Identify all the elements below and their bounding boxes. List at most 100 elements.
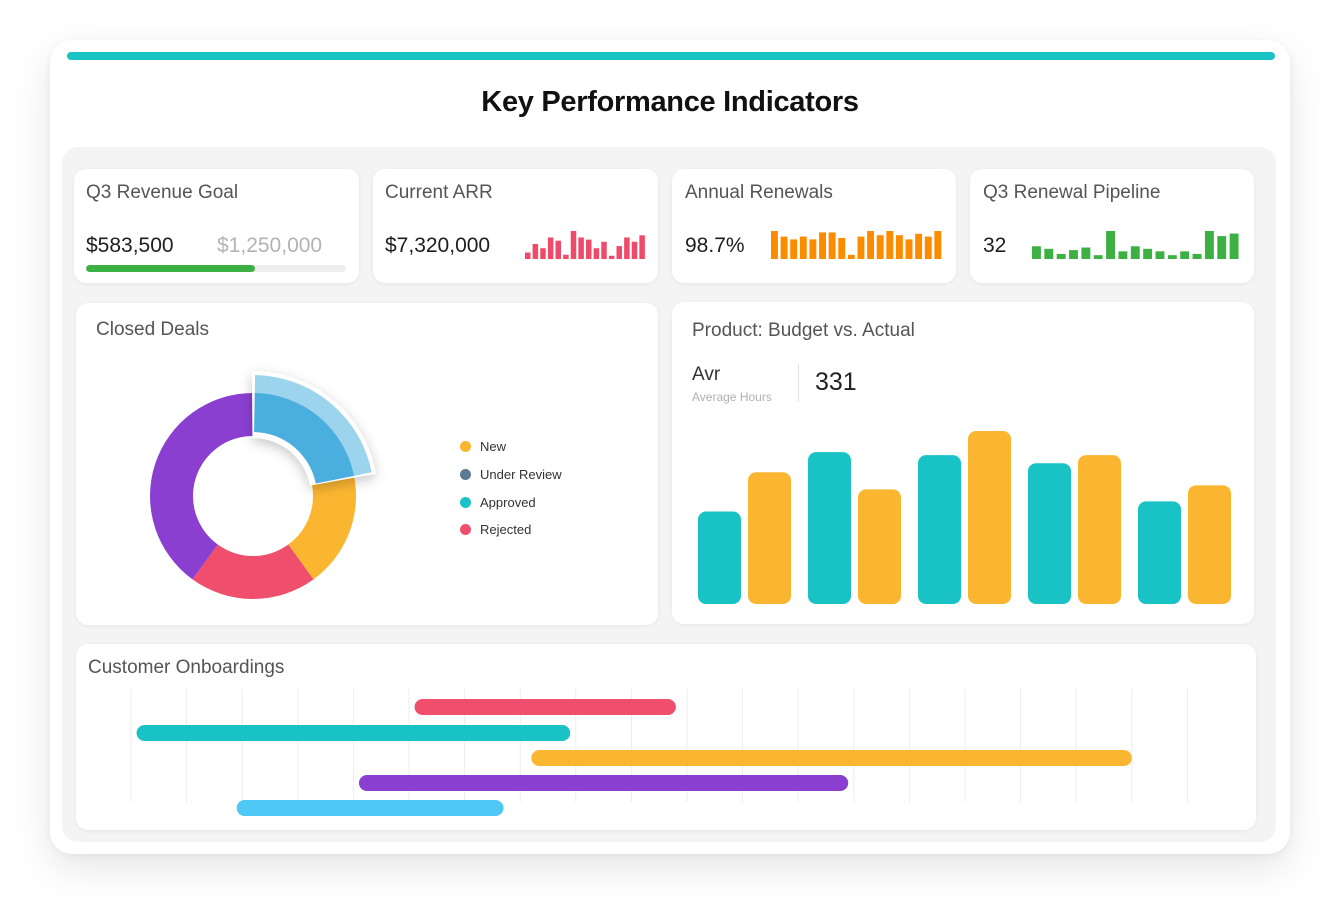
sparkline-pipeline xyxy=(1032,231,1239,259)
sparkline-bar xyxy=(1167,255,1177,259)
progress-track xyxy=(86,265,346,272)
donut-slice-yellow[interactable] xyxy=(288,476,356,580)
legend-dot xyxy=(460,440,471,452)
card-title: Closed Deals xyxy=(96,319,209,340)
bar-actual[interactable] xyxy=(858,489,901,604)
sparkline-bar xyxy=(838,238,846,259)
sparkline-bar xyxy=(540,248,546,259)
card-title: Product: Budget vs. Actual xyxy=(692,320,915,341)
onboardings-card: Customer Onboardings xyxy=(76,644,1256,830)
sparkline-bar xyxy=(934,231,942,259)
sparkline-bar xyxy=(1204,231,1214,259)
sparkline-bar xyxy=(905,239,913,259)
card-title: Customer Onboardings xyxy=(88,657,285,678)
legend-dot xyxy=(460,468,471,480)
bar-budget[interactable] xyxy=(918,455,961,604)
sparkline-bar xyxy=(1032,246,1041,259)
kpi-value: $583,500 xyxy=(86,234,174,257)
sparkline-bar xyxy=(1118,251,1128,259)
donut-slice-blue[interactable] xyxy=(254,393,355,484)
sparkline-bar xyxy=(895,235,903,259)
sparkline-bar xyxy=(639,235,645,259)
kpi-value: 98.7% xyxy=(685,234,745,257)
sparkline-bar xyxy=(867,231,875,259)
legend-label: Under Review xyxy=(480,466,562,482)
sparkline-bar xyxy=(1180,251,1190,259)
legend-item-rejected[interactable]: Rejected xyxy=(460,519,531,539)
donut-chart[interactable] xyxy=(76,303,658,625)
legend-label: Rejected xyxy=(480,521,532,537)
sparkline-bar xyxy=(1069,250,1078,259)
bar-budget[interactable] xyxy=(698,511,741,604)
legend-item-approved[interactable]: Approved xyxy=(460,492,536,512)
kpi-title: Q3 Revenue Goal xyxy=(86,182,239,203)
kpi-card-current-arr[interactable]: Current ARR $7,320,000 xyxy=(373,169,658,283)
sparkline-bar xyxy=(876,235,884,259)
progress-fill xyxy=(86,265,255,272)
sparkline-bar xyxy=(631,241,638,259)
sparkline-bar xyxy=(828,232,836,259)
gantt-chart[interactable] xyxy=(76,644,1256,830)
sparkline-bar xyxy=(819,232,826,259)
sparkline-bar xyxy=(1106,231,1116,259)
sparkline-bar xyxy=(1217,236,1227,259)
bar-actual[interactable] xyxy=(1188,485,1231,604)
sparkline-bar xyxy=(1044,248,1054,259)
sparkline-bar xyxy=(578,237,584,259)
accent-bar xyxy=(67,52,1275,60)
bar-budget[interactable] xyxy=(1138,501,1181,604)
sparkline-bar xyxy=(608,255,615,259)
sparkline-renewals xyxy=(771,231,942,259)
sparkline-bar xyxy=(809,239,817,259)
sparkline-bar xyxy=(1093,255,1103,259)
sparkline-bar xyxy=(616,246,622,259)
sparkline-bar xyxy=(1192,253,1202,259)
page-title: Key Performance Indicators xyxy=(481,86,859,118)
avr-value: 331 xyxy=(815,368,857,396)
kpi-value: $7,320,000 xyxy=(385,234,491,257)
donut-slice-purple[interactable] xyxy=(150,393,253,580)
kpi-card-annual-renewals[interactable]: Annual Renewals 98.7% xyxy=(672,169,956,283)
kpi-card-renewal-pipeline[interactable]: Q3 Renewal Pipeline 32 xyxy=(970,169,1254,283)
kpi-value: 32 xyxy=(983,234,1007,257)
sparkline-bar xyxy=(1056,253,1066,259)
legend-label: Approved xyxy=(480,494,536,510)
kpi-title: Annual Renewals xyxy=(685,182,833,203)
kpi-card-revenue-goal[interactable]: Q3 Revenue Goal $583,500 $1,250,000 xyxy=(74,169,359,283)
sparkline-bar xyxy=(847,254,855,259)
legend-item-under-review[interactable]: Under Review xyxy=(460,464,562,484)
legend-item-new[interactable]: New xyxy=(460,436,506,456)
sparkline-bar xyxy=(1229,233,1239,259)
sparkline-bar xyxy=(1081,247,1091,259)
sparkline-bar xyxy=(771,231,778,259)
bar-actual[interactable] xyxy=(968,431,1011,604)
bar-actual[interactable] xyxy=(748,472,791,604)
sparkline-bar xyxy=(601,241,607,259)
bar-budget[interactable] xyxy=(808,452,851,604)
budget-vs-actual-card: Product: Budget vs. Actual Avr Average H… xyxy=(672,302,1254,624)
avr-label: Avr xyxy=(692,364,721,385)
dashboard-canvas: Q3 Revenue Goal $583,500 $1,250,000 Curr… xyxy=(62,147,1276,842)
bar-budget[interactable] xyxy=(1028,463,1071,604)
sparkline-bar xyxy=(570,231,577,259)
sparkline-bar xyxy=(563,254,569,259)
sparkline-arr xyxy=(525,231,645,259)
closed-deals-card: Closed Deals New Under Review Approved R… xyxy=(76,303,658,625)
sparkline-bar xyxy=(857,236,865,259)
sparkline-bar xyxy=(799,236,807,259)
kpi-title: Q3 Renewal Pipeline xyxy=(983,182,1161,203)
sparkline-bar xyxy=(1143,248,1153,259)
sparkline-bar xyxy=(624,237,630,259)
sparkline-bar xyxy=(525,252,531,259)
sparkline-bar xyxy=(593,248,600,259)
legend-dot xyxy=(460,496,471,508)
sparkline-bar xyxy=(1130,246,1140,259)
sparkline-bar xyxy=(915,233,923,259)
dashboard-window: Key Performance Indicators Q3 Revenue Go… xyxy=(50,40,1290,854)
kpi-target: $1,250,000 xyxy=(217,234,323,257)
donut-slice-red[interactable] xyxy=(192,544,314,599)
bar-actual[interactable] xyxy=(1078,455,1121,604)
avr-divider xyxy=(798,364,799,402)
legend-label: New xyxy=(480,438,507,454)
bar-chart[interactable] xyxy=(672,302,1254,624)
